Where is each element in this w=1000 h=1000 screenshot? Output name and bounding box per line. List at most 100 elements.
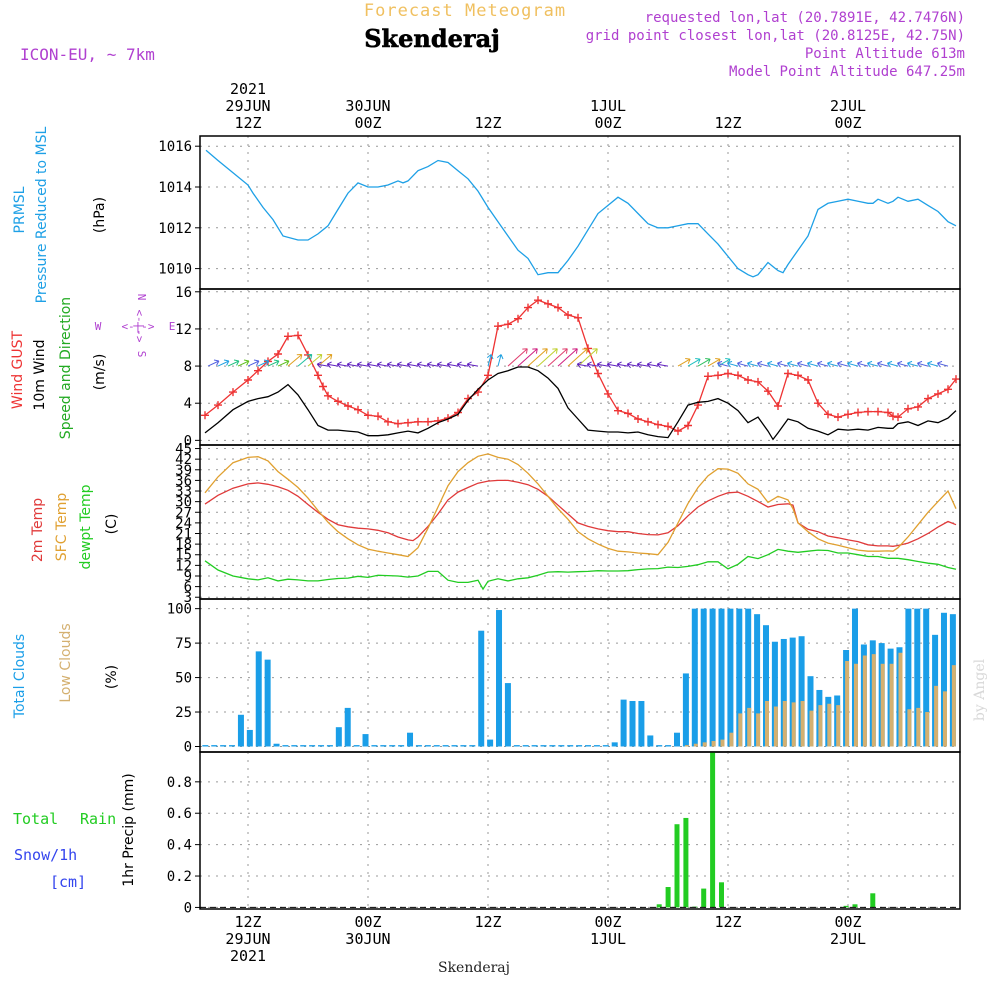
wind-series-wind-gust-marker (454, 408, 462, 417)
clouds-series-total-clouds-bar (638, 701, 645, 747)
label-10m-wind: 10m Wind (32, 339, 48, 410)
wind-series-wind-gust-marker (524, 303, 532, 312)
clouds-series-total-clouds-bar (585, 745, 592, 747)
label-total: Total (13, 810, 58, 828)
temperature-ytick-label: 33 (175, 484, 192, 500)
wind-series-10m-wind-line (204, 366, 957, 441)
wind-arrow (336, 361, 349, 369)
clouds-ytick-label: 50 (175, 671, 192, 687)
wind-series-wind-gust-marker (504, 320, 512, 329)
clouds-series-total-clouds-bar (736, 608, 743, 747)
clouds-series-low-clouds-bar (684, 745, 689, 747)
top-time-label: 00Z (354, 114, 381, 132)
clouds-series-low-clouds-bar (845, 661, 850, 747)
clouds-series-total-clouds-bar (282, 745, 289, 747)
wind-arrow (857, 360, 869, 368)
clouds-series-total-clouds-bar (940, 612, 947, 747)
wind-series-wind-gust-marker (394, 419, 402, 428)
wind-arrow (767, 360, 779, 368)
precip-series-total-rain-bar (843, 905, 849, 908)
wind-arrow (576, 361, 589, 369)
clouds-series-low-clouds-bar (747, 707, 752, 747)
clouds-series-low-clouds-bar (907, 709, 912, 747)
wind-series-wind-gust-marker (544, 299, 552, 308)
wind-series-wind-gust-marker (674, 427, 682, 436)
bottom-time-label: 12Z (714, 913, 741, 931)
wind-series-wind-gust-marker (734, 371, 742, 380)
wind-arrow (537, 348, 558, 367)
clouds-series-low-clouds-bar (934, 685, 939, 747)
compass-west: W (95, 320, 102, 333)
clouds-series-low-clouds-bar (871, 654, 876, 747)
wind-ytick-label: 8 (184, 359, 192, 375)
precip-series-total-rain-bar (870, 893, 876, 908)
ylabel-ms: (m/s) (92, 354, 108, 391)
clouds-series-total-clouds-bar (540, 745, 547, 747)
wind-arrow (277, 359, 290, 367)
top-time-label: 12Z (714, 114, 741, 132)
temperature-ytick-label: 27 (175, 505, 192, 521)
temperature-ytick-label: 21 (175, 527, 192, 543)
temperature-ytick-label: 12 (175, 558, 192, 574)
wind-arrow (797, 360, 809, 368)
clouds-series-low-clouds-bar (880, 663, 885, 747)
wind-series-wind-gust-marker (484, 371, 492, 380)
clouds-series-total-clouds-bar (513, 745, 520, 747)
wind-arrow (267, 359, 280, 367)
temperature-ytick-label: 15 (175, 548, 192, 564)
clouds-series-total-clouds-bar (362, 734, 369, 747)
clouds-series-total-clouds-bar (905, 608, 912, 747)
wind-series-wind-gust-marker (814, 399, 822, 408)
precip-series-total-rain-bar (683, 817, 689, 908)
clouds-series-total-clouds-bar (914, 608, 921, 747)
clouds-series-total-clouds-bar (309, 745, 316, 747)
wind-series-wind-gust-marker (764, 387, 772, 396)
clouds-series-total-clouds-bar (469, 745, 476, 747)
wind-series-wind-gust-marker (404, 418, 412, 427)
wind-arrow (376, 361, 389, 369)
temperature-ytick-label: 30 (175, 495, 192, 511)
footer-location: Skenderaj (438, 960, 510, 976)
label-sfc-temp: SFC Temp (54, 493, 70, 562)
wind-series-wind-gust-marker (634, 415, 642, 423)
wind-series-wind-gust-marker (434, 416, 442, 425)
clouds-series-total-clouds-bar (602, 745, 609, 747)
precip-ytick-label: 0.6 (167, 806, 192, 822)
top-time-label: 12Z (474, 114, 501, 132)
compass-north: N (135, 294, 148, 301)
label-prmsl: PRMSL (12, 186, 28, 233)
clouds-series-total-clouds-bar (665, 745, 672, 747)
info-point-altitude: Point Altitude 613m (805, 46, 965, 62)
wind-series-wind-gust-marker (884, 408, 892, 417)
clouds-series-low-clouds-bar (916, 707, 921, 747)
wind-arrow (436, 361, 449, 369)
clouds-series-low-clouds-bar (711, 740, 716, 747)
wind-arrow (207, 359, 220, 367)
ylabel-c: (C) (104, 514, 120, 535)
wind-arrow (616, 361, 629, 369)
wind-arrow (396, 361, 409, 369)
bottom-time-label: 2JUL (830, 930, 866, 948)
clouds-series-total-clouds-bar (593, 745, 600, 747)
label-dewpt-temp: dewpt Temp (78, 484, 94, 569)
pressure-ytick-label: 1014 (158, 180, 192, 196)
clouds-series-total-clouds-bar (700, 608, 707, 747)
info-requested: requested lon,lat (20.7891E, 42.7476N) (645, 10, 965, 26)
clouds-series-low-clouds-bar (809, 710, 814, 747)
temperature-ytick-label: 3 (184, 590, 192, 606)
clouds-series-total-clouds-bar (567, 745, 574, 747)
top-time-label: 00Z (834, 114, 861, 132)
temperature-series-2m-temp-line (204, 479, 957, 547)
clouds-series-total-clouds-bar (762, 625, 769, 747)
temperature-ytick-label: 42 (175, 452, 192, 468)
clouds-series-total-clouds-bar (389, 745, 396, 747)
clouds-series-total-clouds-bar (727, 608, 734, 747)
wind-arrow (817, 360, 829, 368)
label-wind-gust: Wind GUST (10, 330, 26, 409)
clouds-series-total-clouds-bar (344, 707, 351, 747)
wind-arrow (547, 348, 568, 367)
wind-arrow (807, 360, 819, 368)
ylabel-precip: 1hr Precip (mm) (121, 773, 137, 886)
